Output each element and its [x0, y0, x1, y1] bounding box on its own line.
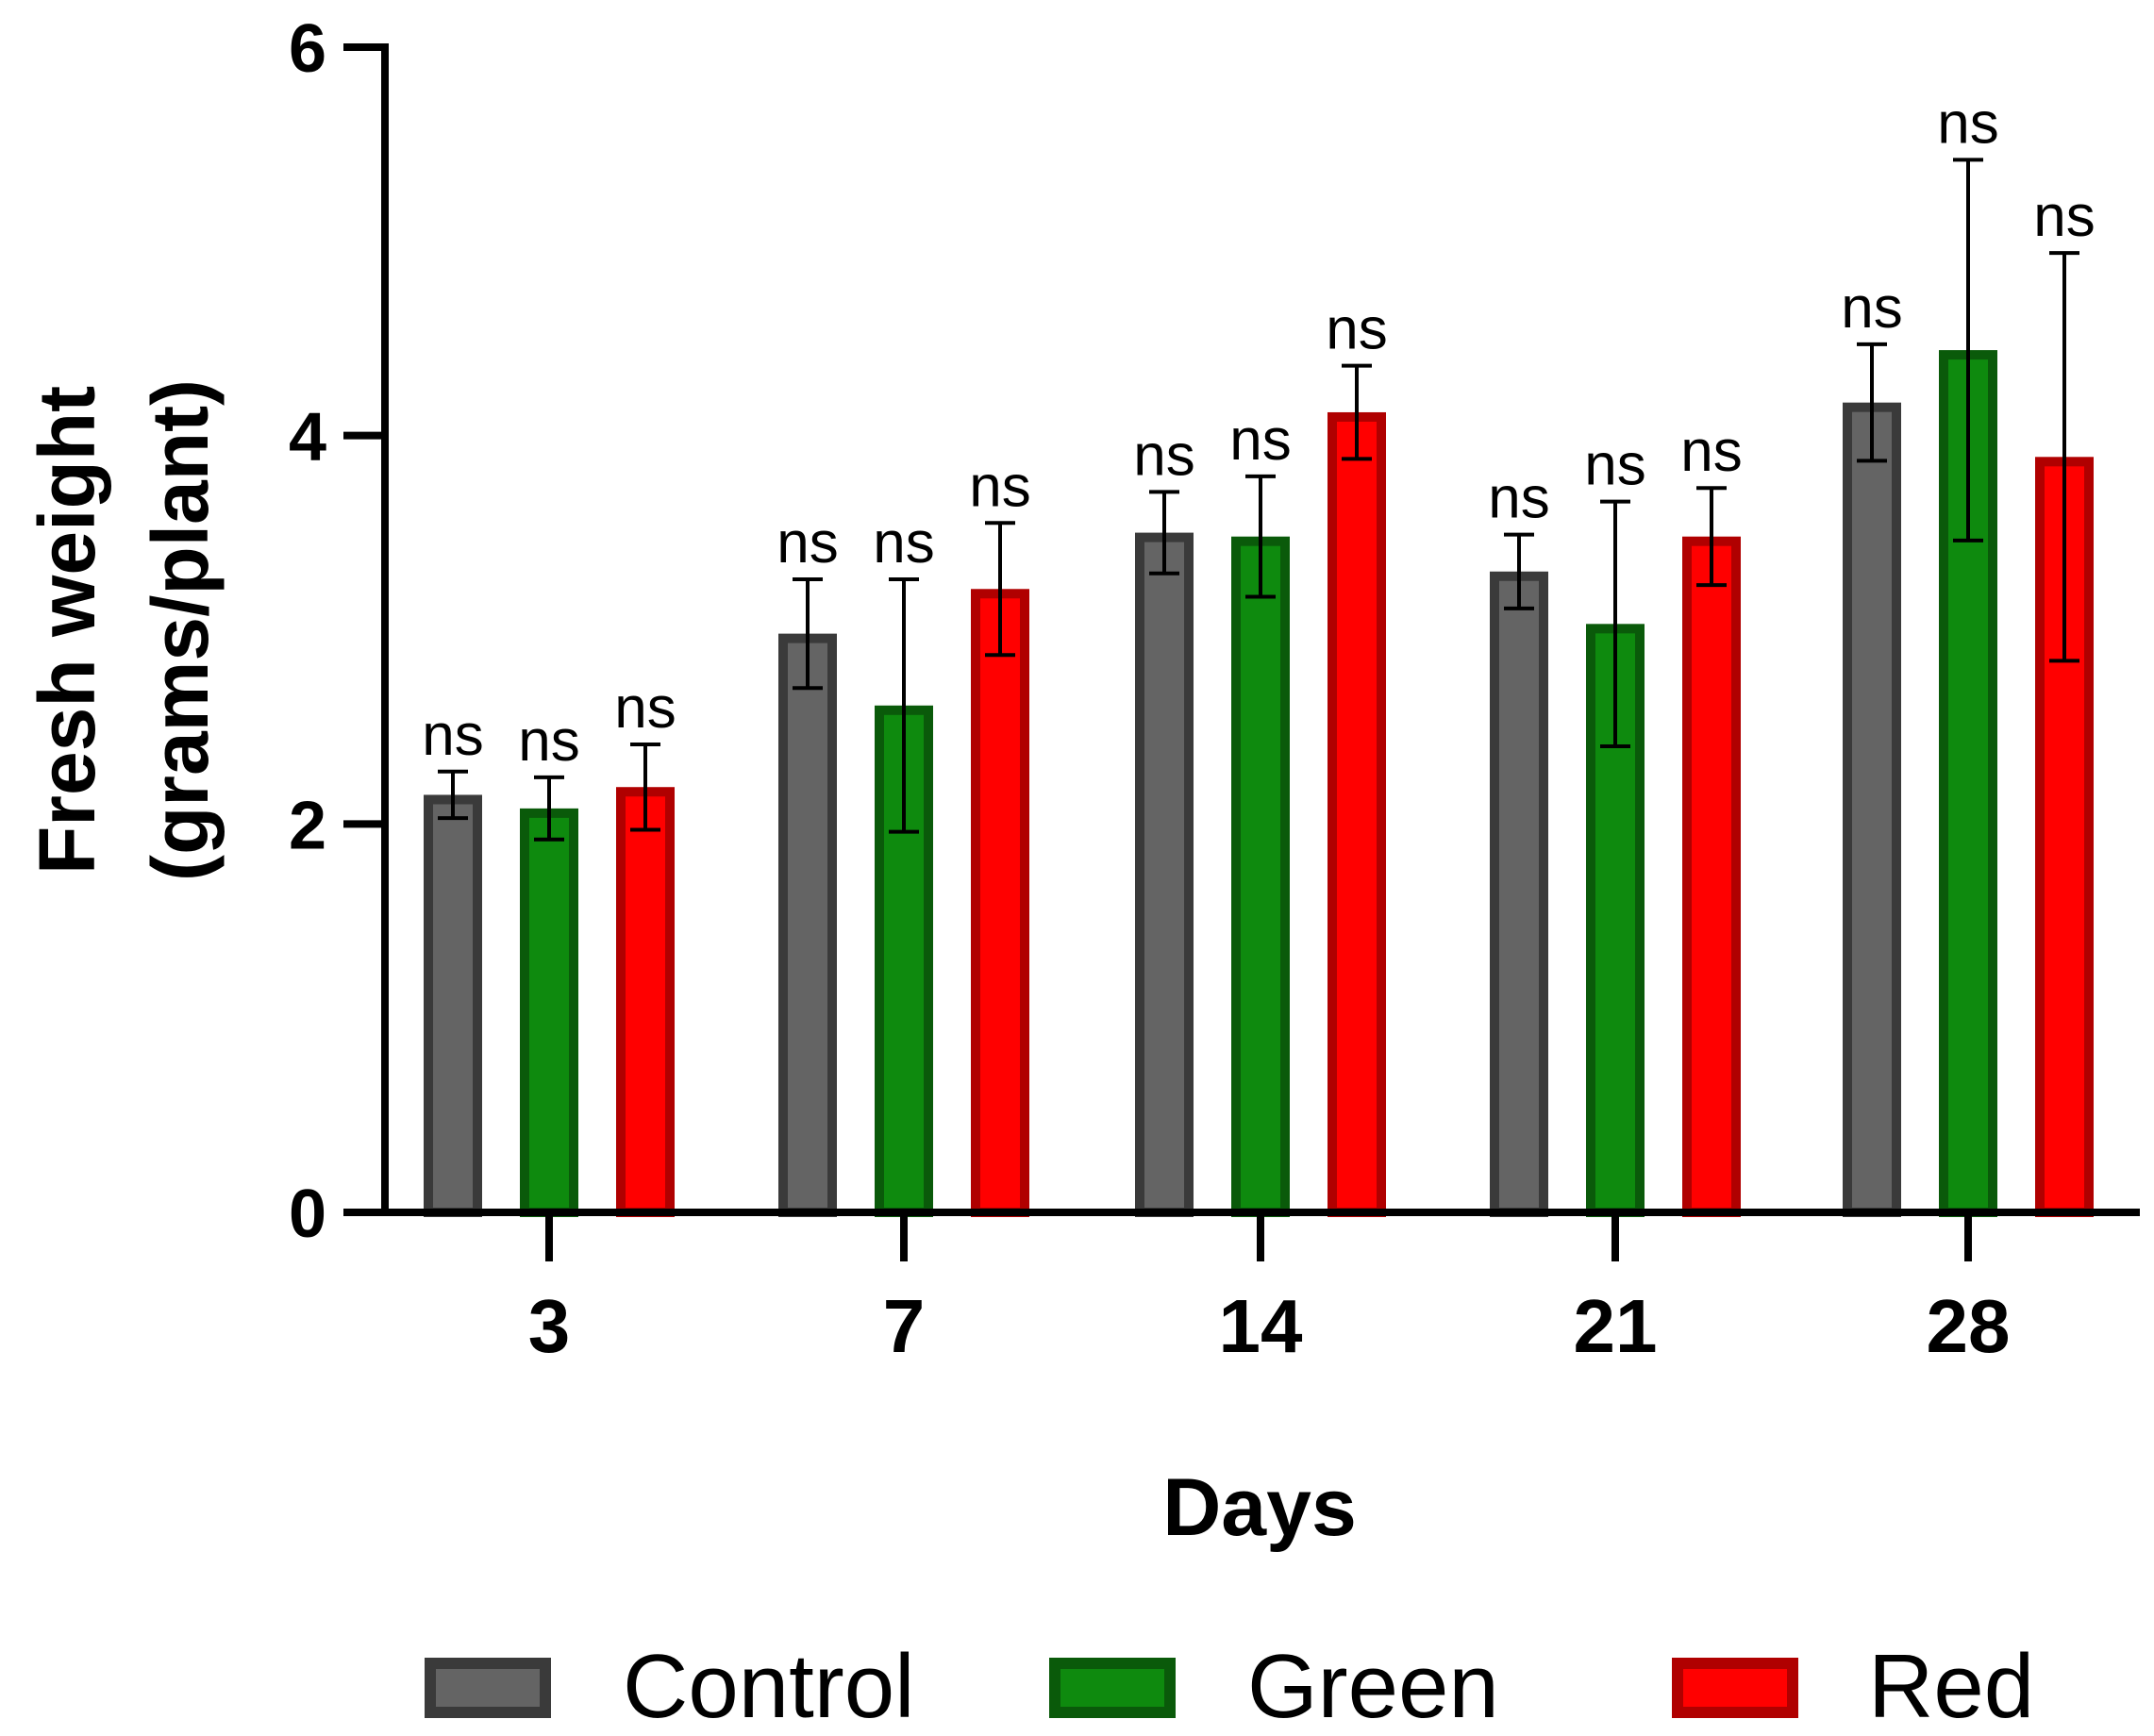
y-tick-label: 6 [289, 11, 326, 87]
bar-control-day-7 [778, 633, 837, 1217]
significance-label: ns [1229, 408, 1291, 473]
significance-label: ns [422, 703, 483, 768]
significance-label: ns [1488, 466, 1549, 531]
legend-swatch-red [1672, 1658, 1798, 1718]
y-axis-title-line1: Fresh weight [23, 386, 111, 875]
bar-red-day-14 [1327, 411, 1386, 1217]
significance-label: ns [1326, 297, 1387, 362]
bar-red-day-3 [616, 787, 675, 1217]
significance-label: ns [2033, 184, 2095, 249]
bar-control-day-3 [424, 794, 482, 1217]
bar-green-day-3 [520, 808, 578, 1217]
significance-label: ns [518, 709, 579, 774]
significance-label: ns [1584, 433, 1645, 498]
y-axis-title-line2: (grams/plant) [136, 379, 225, 881]
bar-green-day-14 [1231, 536, 1290, 1217]
ticks-layer: 0 2 4 6 3 7 14 21 28 [289, 11, 2011, 1368]
significance-label: ns [873, 510, 934, 576]
y-axis-title: Fresh weight (grams/plant) [23, 379, 225, 881]
legend: Control Green Red [425, 1636, 2034, 1736]
bar-control-day-21 [1490, 571, 1548, 1217]
legend-swatch-green [1049, 1658, 1176, 1718]
x-tick-label: 3 [528, 1284, 571, 1368]
significance-label: ns [969, 454, 1030, 519]
x-tick-label: 28 [1927, 1284, 2011, 1368]
significance-label: ns [1133, 423, 1194, 488]
bar-control-day-28 [1843, 402, 1901, 1217]
legend-label-green: Green [1247, 1636, 1499, 1736]
significance-label: ns [1841, 275, 1902, 341]
legend-label-red: Red [1868, 1636, 2034, 1736]
x-tick-label: 21 [1574, 1284, 1658, 1368]
significance-label: ns [776, 510, 838, 576]
y-tick-label: 0 [289, 1177, 326, 1252]
bar-control-day-14 [1135, 532, 1194, 1217]
legend-swatch-control [425, 1658, 551, 1718]
significance-label: ns [1680, 419, 1742, 484]
x-tick-label: 7 [883, 1284, 926, 1368]
significance-label: ns [1937, 91, 1998, 156]
bar-red-day-21 [1682, 536, 1741, 1217]
significance-label: ns [614, 676, 676, 741]
legend-label-control: Control [623, 1636, 914, 1736]
x-tick-label: 14 [1219, 1284, 1303, 1368]
y-tick-label: 4 [289, 400, 326, 476]
bar-red-day-7 [971, 589, 1029, 1217]
y-tick-label: 2 [289, 788, 326, 863]
x-axis-title: Days [1162, 1462, 1357, 1553]
